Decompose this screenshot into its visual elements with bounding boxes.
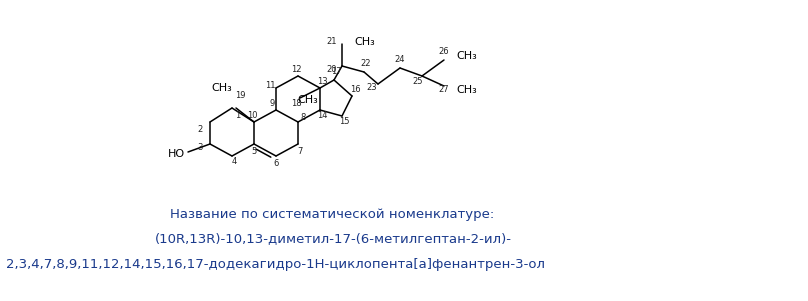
Text: 27: 27	[439, 85, 449, 95]
Text: 16: 16	[350, 85, 360, 95]
Text: 2: 2	[197, 126, 203, 135]
Text: (10R,13R)-10,13-диметил-17-(6-метилгептан-2-ил)-: (10R,13R)-10,13-диметил-17-(6-метилгепта…	[155, 232, 512, 245]
Text: 15: 15	[339, 117, 349, 126]
Text: HO: HO	[167, 149, 184, 159]
Text: 1: 1	[235, 110, 241, 119]
Text: 18: 18	[291, 98, 301, 107]
Text: 6: 6	[273, 159, 279, 167]
Text: 2,3,4,7,8,9,11,12,14,15,16,17-додекагидро-1Н-циклопента[а]фенантрен-3-ол: 2,3,4,7,8,9,11,12,14,15,16,17-додекагидр…	[6, 258, 545, 271]
Text: CH₃: CH₃	[456, 85, 477, 95]
Text: 23: 23	[367, 83, 377, 92]
Text: 5: 5	[251, 147, 257, 156]
Text: 21: 21	[326, 38, 337, 46]
Text: 7: 7	[297, 147, 303, 156]
Text: 3: 3	[197, 144, 203, 153]
Text: 10: 10	[246, 111, 257, 120]
Text: CH₃: CH₃	[354, 37, 375, 47]
Text: 19: 19	[235, 92, 246, 101]
Text: 8: 8	[301, 113, 305, 123]
Text: 25: 25	[413, 77, 423, 86]
Text: 22: 22	[360, 60, 371, 69]
Text: 17: 17	[330, 67, 341, 76]
Text: CH₃: CH₃	[456, 51, 477, 61]
Text: 4: 4	[231, 157, 237, 166]
Text: 13: 13	[317, 77, 327, 86]
Text: 14: 14	[317, 111, 327, 120]
Text: 11: 11	[265, 80, 276, 89]
Text: 9: 9	[269, 98, 275, 107]
Text: 24: 24	[395, 55, 406, 64]
Text: 12: 12	[291, 66, 301, 75]
Text: 26: 26	[439, 48, 449, 57]
Text: Название по систематической номенклатуре:: Название по систематической номенклатуре…	[170, 208, 494, 221]
Text: CH₃: CH₃	[212, 83, 233, 93]
Text: 20: 20	[326, 66, 337, 75]
Text: CH₃: CH₃	[297, 95, 318, 105]
